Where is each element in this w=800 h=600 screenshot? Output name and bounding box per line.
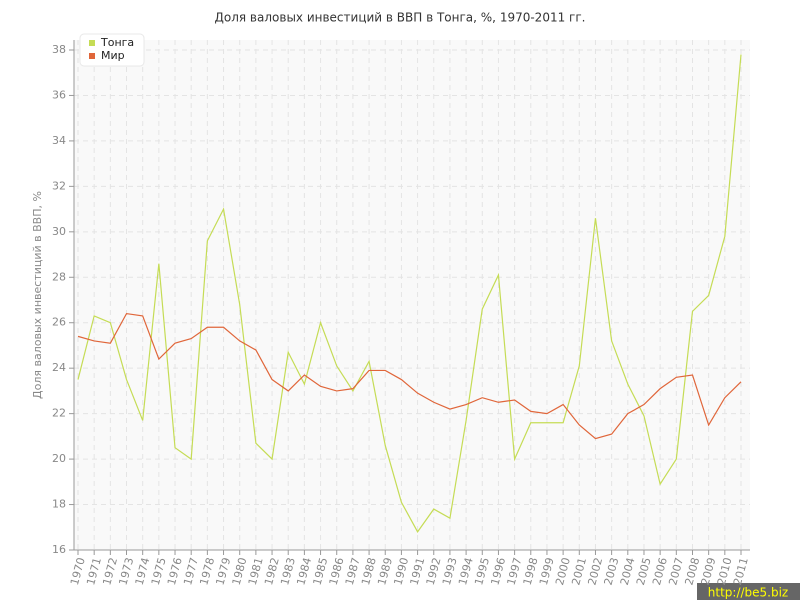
legend-swatch: [89, 40, 95, 46]
watermark: http://be5.biz: [708, 586, 788, 600]
series-line: [77, 312, 742, 440]
y-tick-label: 26: [52, 316, 66, 329]
y-tick-label: 16: [52, 543, 66, 556]
y-tick-label: 28: [52, 270, 66, 283]
y-axis-label: Доля валовых инвестиций в ВВП, %: [31, 191, 44, 399]
y-tick-label: 38: [52, 43, 66, 56]
y-tick-label: 22: [52, 407, 66, 420]
plot-background: [74, 40, 750, 550]
legend-label: Тонга: [100, 36, 134, 49]
chart-title: Доля валовых инвестиций в ВВП в Тонга, %…: [215, 11, 586, 25]
y-tick-label: 18: [52, 498, 66, 511]
y-tick-label: 34: [52, 134, 66, 147]
y-tick-label: 24: [52, 361, 66, 374]
legend-box: [79, 33, 145, 67]
y-tick-label: 32: [52, 179, 66, 192]
series-line: [77, 54, 742, 533]
y-tick-label: 20: [52, 452, 66, 465]
legend-swatch: [89, 53, 95, 59]
legend-label: Мир: [101, 49, 125, 62]
y-tick-label: 30: [52, 225, 66, 238]
y-tick-label: 36: [52, 88, 66, 101]
watermark-background: [697, 583, 800, 600]
